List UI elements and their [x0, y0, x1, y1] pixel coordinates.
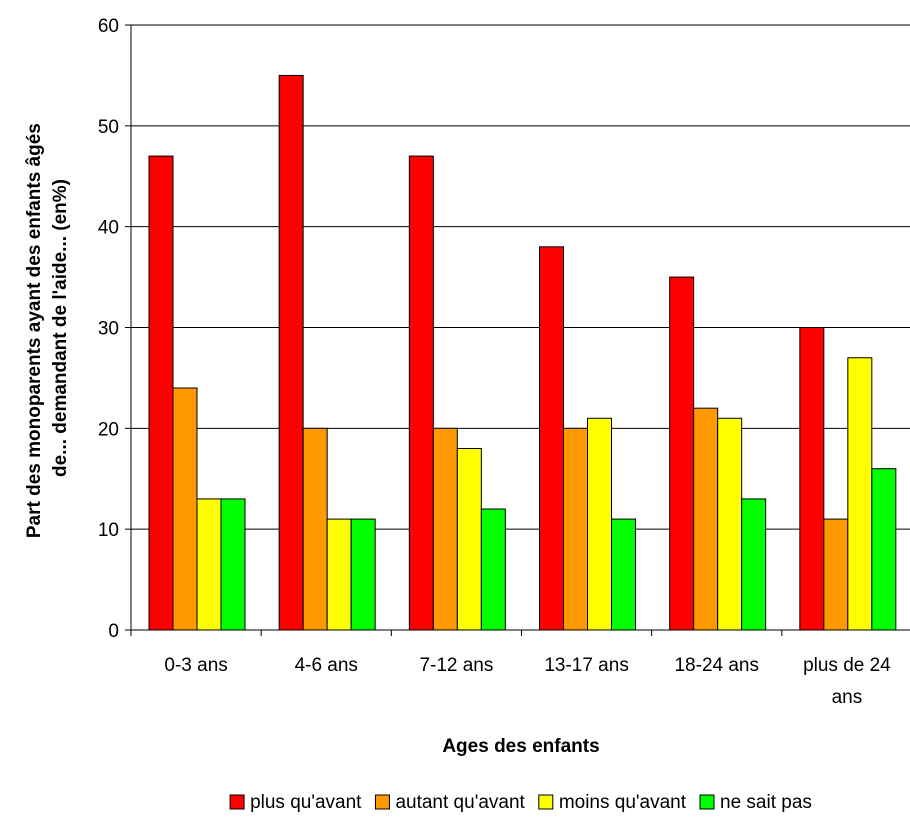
- x-tick-label: 13-17 ans: [544, 655, 629, 676]
- x-tick-label: 7-12 ans: [419, 655, 493, 676]
- y-tick-label: 40: [98, 218, 119, 239]
- bar: [563, 427, 588, 631]
- legend-item: moins qu'avant: [538, 792, 687, 813]
- x-tick-label-line: ans: [832, 687, 863, 708]
- y-tick-label: 10: [98, 520, 119, 541]
- bar: [480, 508, 506, 631]
- bar: [148, 155, 174, 631]
- bars: [148, 74, 897, 631]
- x-axis-title: Ages des enfants: [442, 736, 599, 757]
- bar: [408, 155, 434, 631]
- legend-swatch: [374, 794, 390, 810]
- legend-swatch: [538, 794, 554, 810]
- x-tick-label-line: 18-24 ans: [674, 655, 759, 676]
- bar: [871, 468, 897, 631]
- x-tick-label-line: 7-12 ans: [419, 655, 493, 676]
- bar: [587, 417, 612, 631]
- gridlines: [131, 24, 910, 530]
- legend-label: ne sait pas: [720, 792, 812, 813]
- legend-swatch: [699, 794, 715, 810]
- legend-swatch: [229, 794, 245, 810]
- bar: [717, 417, 743, 631]
- bar: [847, 357, 873, 631]
- legend-label: plus qu'avant: [250, 792, 362, 813]
- legend: plus qu'avant autant qu'avant moins qu'ava…: [229, 792, 812, 813]
- x-tick-label-line: 0-3 ans: [164, 655, 227, 676]
- bar: [172, 387, 198, 631]
- bar: [350, 518, 376, 631]
- bar: [539, 246, 564, 631]
- y-axis-title-line-1: Part des monoparents ayant des enfants â…: [24, 123, 45, 538]
- bar: [823, 518, 849, 631]
- bar: [278, 74, 304, 631]
- x-tick-label: plus de 24 ans: [803, 655, 891, 708]
- y-tick-label: 30: [98, 319, 119, 340]
- legend-item: ne sait pas: [699, 792, 812, 813]
- bar: [693, 407, 719, 631]
- x-tick-label-line: 4-6 ans: [295, 655, 358, 676]
- x-tick-label: 4-6 ans: [295, 655, 358, 676]
- bar: [302, 427, 328, 631]
- bar: [611, 518, 636, 631]
- legend-label: moins qu'avant: [559, 792, 687, 813]
- bar: [220, 498, 246, 631]
- y-tick-label: 50: [98, 117, 119, 138]
- y-axis-title: Part des monoparents ayant des enfants â…: [24, 118, 71, 538]
- bar: [326, 518, 352, 631]
- bar: [196, 498, 222, 631]
- bar: [799, 327, 825, 631]
- y-axis-title-line-2: de... demandant de l'aide... (en%): [50, 179, 71, 477]
- legend-item: plus qu'avant: [229, 792, 362, 813]
- bar: [432, 427, 458, 631]
- bar: [456, 448, 482, 631]
- x-tick-label: 18-24 ans: [674, 655, 759, 676]
- x-tick-label-line: 13-17 ans: [544, 655, 629, 676]
- y-tick-label: 60: [98, 16, 119, 37]
- legend-item: autant qu'avant: [374, 792, 526, 813]
- x-tick-label-line: plus de 24: [803, 655, 891, 676]
- y-tick-label: 0: [108, 621, 119, 642]
- x-ticks: 0-3 ans 4-6 ans 7-12 ans 13-17 ans 18-24 ans…: [130, 630, 891, 708]
- legend-label: autant qu'avant: [395, 792, 525, 813]
- x-tick-label: 0-3 ans: [164, 655, 227, 676]
- bar: [669, 276, 695, 631]
- y-ticks: 0 10 20 30 40 50 60: [98, 16, 131, 642]
- y-tick-label: 20: [98, 419, 119, 440]
- bar: [741, 498, 767, 631]
